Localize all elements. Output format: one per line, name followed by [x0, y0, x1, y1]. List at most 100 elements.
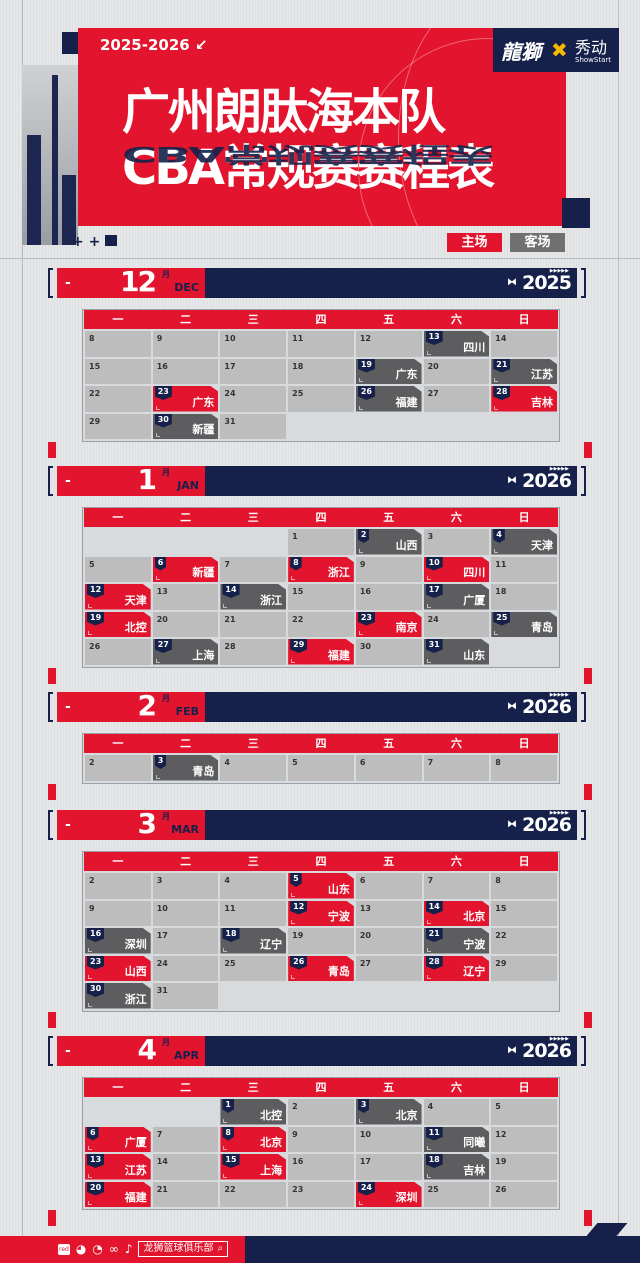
game-cell-away[interactable]: 19 广东 [355, 358, 422, 384]
day-number: 18 [292, 361, 304, 371]
wechat-icon[interactable]: ◕ [75, 1242, 87, 1256]
game-cell-away[interactable]: 3 北京 [355, 1099, 422, 1125]
month-char: 月 [162, 270, 170, 279]
day-cell: 4 [220, 873, 287, 899]
day-number: 9 [292, 1129, 298, 1139]
year-label: 2026 [522, 814, 572, 836]
game-cell-away[interactable]: 11 同曦 [423, 1126, 490, 1152]
game-cell-home[interactable]: 13 江苏 [85, 1154, 151, 1180]
weekday-label: 日 [518, 737, 530, 750]
day-number: 6 [359, 876, 366, 885]
opponent: 上海 [260, 1163, 283, 1177]
game-cell-away[interactable]: 13 四川 [423, 331, 490, 357]
year-label: 2025 [522, 272, 572, 294]
day-cell: 20 [152, 611, 219, 637]
xiaohongshu-icon[interactable]: red [58, 1243, 70, 1255]
game-cell-home[interactable]: 26 青岛 [288, 955, 354, 981]
corner-decor [48, 442, 56, 458]
game-cell-away[interactable]: 4 天津 [491, 529, 557, 555]
day-cell: 22 [491, 928, 557, 954]
day-cell: 22 [288, 611, 354, 637]
game-cell-away[interactable]: 21 宁波 [423, 928, 490, 954]
corner-mark [88, 603, 92, 608]
game-cell-away[interactable]: 30 浙江 [85, 983, 151, 1009]
day-cell: 2 [85, 755, 151, 781]
game-cell-away[interactable]: 16 深圳 [85, 928, 151, 954]
month-header: - 4 月 APR ▶▶▶▶▶ ⧓ 2026 [48, 1033, 586, 1066]
corner-mark [291, 975, 296, 979]
game-cell-away[interactable]: 25 青岛 [491, 611, 557, 637]
month-number: 3 [137, 807, 158, 840]
opponent: 广厦 [463, 593, 486, 607]
game-cell-home[interactable]: 29 福建 [288, 639, 354, 665]
game-cell-home[interactable]: 23 南京 [355, 611, 422, 637]
day-number: 16 [359, 587, 371, 596]
game-cell-home[interactable]: 23 广东 [152, 386, 219, 412]
game-cell-away[interactable]: 30 新疆 [152, 413, 219, 439]
game-cell-away[interactable]: 18 辽宁 [220, 928, 287, 954]
week-row: 23 山西 24 25 26 青岛 27 28 辽宁 29 [84, 955, 558, 981]
game-cell-home[interactable]: 28 辽宁 [423, 955, 490, 981]
day-number: 16 [292, 1157, 304, 1166]
week-row: 19 北控 20 21 22 23 南京 24 25 青岛 [84, 611, 558, 637]
game-cell-home[interactable]: 28 吉林 [491, 386, 557, 412]
game-cell-home[interactable]: 8 北京 [220, 1126, 287, 1152]
game-cell-home[interactable]: 24 深圳 [355, 1181, 422, 1207]
game-cell-away[interactable]: 18 吉林 [423, 1154, 490, 1180]
day-badge: 30 [154, 413, 172, 428]
search-box[interactable]: 龙狮篮球俱乐部 ⌕ [138, 1241, 229, 1257]
month-abbr: FEB [175, 705, 199, 718]
game-cell-away[interactable]: 26 福建 [355, 386, 422, 412]
weekday-label: 日 [518, 511, 530, 524]
corner-mark [155, 433, 160, 437]
month-calendar: 一二三四五六日 8 9 10 11 12 13 四川 14 15 16 17 18 19 广东 20 21 江苏 2… [82, 309, 560, 442]
game-cell-away[interactable]: 21 江苏 [491, 358, 557, 384]
game-cell-home[interactable]: 20 福建 [85, 1181, 151, 1207]
day-number: 2 [292, 1102, 298, 1111]
day-number: 23 [292, 1184, 304, 1194]
empty-cell [153, 529, 219, 555]
day-badge: 24 [357, 1181, 375, 1196]
day-number: 27 [359, 958, 371, 968]
video-channel-icon[interactable]: ∞ [108, 1242, 119, 1256]
corner-mark [358, 1201, 363, 1205]
game-cell-home[interactable]: 6 新疆 [152, 556, 219, 582]
game-cell-away[interactable]: 17 广厦 [423, 584, 490, 610]
opponent: 浙江 [327, 566, 350, 579]
game-cell-away[interactable]: 31 山东 [423, 639, 490, 665]
day-cell: 15 [85, 358, 151, 384]
day-cell: 14 [491, 331, 557, 357]
game-cell-away[interactable]: 27 上海 [152, 639, 219, 665]
douyin-icon[interactable]: ♪ [124, 1242, 133, 1256]
game-cell-home[interactable]: 8 浙江 [288, 556, 354, 582]
opponent: 福建 [395, 395, 418, 409]
game-cell-away[interactable]: 2 山西 [355, 529, 422, 555]
day-number: 17 [156, 931, 168, 940]
day-badge: 12 [290, 900, 308, 915]
game-cell-home[interactable]: 23 山西 [85, 955, 151, 981]
day-number: 7 [224, 559, 230, 569]
arrows-icon: ▶▶▶▶▶ [549, 466, 569, 472]
day-badge: 3 [357, 1099, 370, 1113]
game-cell-home[interactable]: 5 山东 [288, 873, 354, 899]
game-cell-home[interactable]: 14 北京 [423, 900, 490, 926]
opponent: 山东 [463, 648, 486, 662]
corner-mark [358, 548, 363, 553]
game-cell-away[interactable]: 1 北控 [220, 1099, 287, 1125]
bowtie-icon: ⧓ [507, 277, 517, 288]
week-row: 9 10 11 12 宁波 13 14 北京 15 [84, 900, 558, 926]
week-row: 12 天津 13 14 浙江 15 16 17 广厦 18 [84, 584, 558, 610]
game-cell-home[interactable]: 15 上海 [220, 1154, 287, 1180]
game-cell-home[interactable]: 10 四川 [423, 556, 490, 582]
search-text: 龙狮篮球俱乐部 [143, 1243, 214, 1254]
opponent: 北京 [463, 910, 486, 923]
game-cell-home[interactable]: 19 北控 [85, 611, 151, 637]
game-cell-home[interactable]: 12 宁波 [288, 900, 354, 926]
weekday-label: 四 [315, 313, 327, 326]
game-cell-away[interactable]: 14 浙江 [220, 584, 287, 610]
game-cell-away[interactable]: 3 青岛 [152, 755, 219, 781]
weibo-icon[interactable]: ◔ [92, 1242, 103, 1256]
opponent: 宁波 [463, 937, 486, 951]
game-cell-home[interactable]: 12 天津 [85, 584, 151, 610]
game-cell-home[interactable]: 6 广厦 [85, 1126, 151, 1152]
